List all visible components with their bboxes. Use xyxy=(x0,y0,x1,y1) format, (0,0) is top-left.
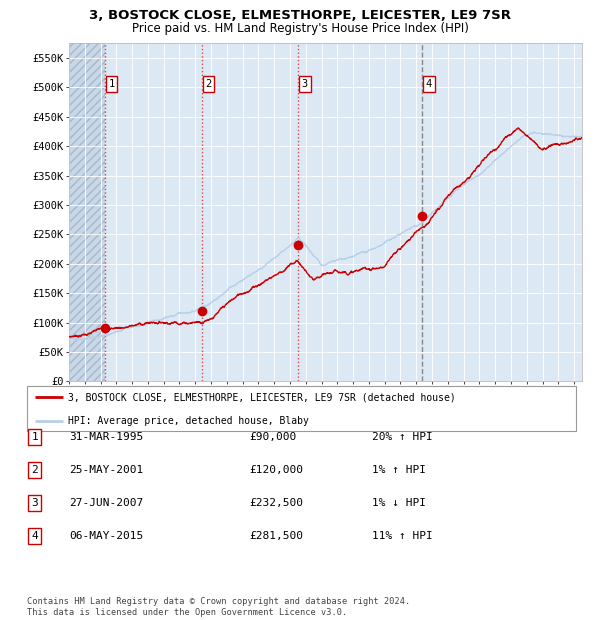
Text: Contains HM Land Registry data © Crown copyright and database right 2024.
This d: Contains HM Land Registry data © Crown c… xyxy=(27,598,410,617)
Text: HPI: Average price, detached house, Blaby: HPI: Average price, detached house, Blab… xyxy=(68,416,309,426)
Text: 4: 4 xyxy=(426,79,432,89)
Text: 1: 1 xyxy=(109,79,115,89)
Text: 2: 2 xyxy=(206,79,212,89)
Text: 1% ↑ HPI: 1% ↑ HPI xyxy=(372,465,426,475)
Text: 3, BOSTOCK CLOSE, ELMESTHORPE, LEICESTER, LE9 7SR: 3, BOSTOCK CLOSE, ELMESTHORPE, LEICESTER… xyxy=(89,9,511,22)
Text: 3, BOSTOCK CLOSE, ELMESTHORPE, LEICESTER, LE9 7SR (detached house): 3, BOSTOCK CLOSE, ELMESTHORPE, LEICESTER… xyxy=(68,392,456,402)
Text: £120,000: £120,000 xyxy=(249,465,303,475)
Text: 25-MAY-2001: 25-MAY-2001 xyxy=(69,465,143,475)
Text: £90,000: £90,000 xyxy=(249,432,296,442)
Text: 31-MAR-1995: 31-MAR-1995 xyxy=(69,432,143,442)
Text: £281,500: £281,500 xyxy=(249,531,303,541)
Text: 27-JUN-2007: 27-JUN-2007 xyxy=(69,498,143,508)
Text: 06-MAY-2015: 06-MAY-2015 xyxy=(69,531,143,541)
Text: 1% ↓ HPI: 1% ↓ HPI xyxy=(372,498,426,508)
Text: 2: 2 xyxy=(31,465,38,475)
Text: 3: 3 xyxy=(302,79,308,89)
Text: 11% ↑ HPI: 11% ↑ HPI xyxy=(372,531,433,541)
Text: 1: 1 xyxy=(31,432,38,442)
Text: 4: 4 xyxy=(31,531,38,541)
Bar xyxy=(69,43,104,381)
Text: 20% ↑ HPI: 20% ↑ HPI xyxy=(372,432,433,442)
Text: Price paid vs. HM Land Registry's House Price Index (HPI): Price paid vs. HM Land Registry's House … xyxy=(131,22,469,35)
Text: 3: 3 xyxy=(31,498,38,508)
FancyBboxPatch shape xyxy=(27,386,576,431)
Text: £232,500: £232,500 xyxy=(249,498,303,508)
